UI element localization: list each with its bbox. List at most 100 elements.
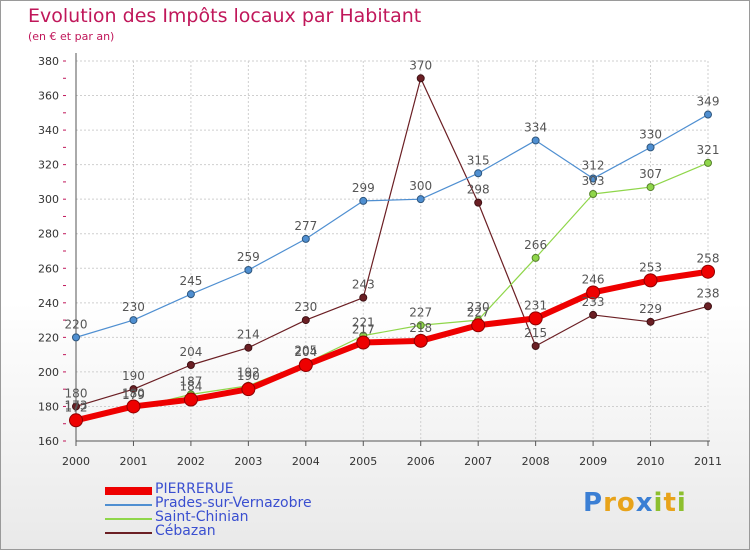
data-point-saint-chinian bbox=[646, 183, 655, 192]
data-point-prades-sur-vernazobre bbox=[531, 136, 540, 145]
data-label-c-bazan: 230 bbox=[294, 300, 317, 314]
y-tick-label: 200 bbox=[38, 366, 59, 379]
y-tick-label: 180 bbox=[38, 400, 59, 413]
data-label-pierrerue: 184 bbox=[179, 380, 202, 394]
data-label-c-bazan: 233 bbox=[582, 295, 605, 309]
data-point-prades-sur-vernazobre bbox=[589, 174, 598, 183]
legend-label-cebazan: Cébazan bbox=[155, 523, 216, 539]
data-point-c-bazan bbox=[72, 402, 80, 411]
x-tick-label: 2005 bbox=[349, 455, 377, 468]
data-label-pierrerue: 253 bbox=[639, 260, 662, 274]
x-tick-label: 2000 bbox=[62, 455, 90, 468]
data-label-pierrerue: 227 bbox=[467, 305, 490, 319]
data-label-prades-sur-vernazobre: 312 bbox=[582, 158, 605, 172]
data-point-pierrerue bbox=[701, 264, 715, 279]
data-point-pierrerue bbox=[183, 392, 198, 407]
x-tick-label: 2011 bbox=[694, 455, 722, 468]
data-point-c-bazan bbox=[301, 316, 310, 325]
series-line-prades-sur-vernazobre bbox=[75, 113, 709, 338]
y-tick-label: 240 bbox=[38, 297, 59, 310]
data-point-prades-sur-vernazobre bbox=[244, 266, 253, 274]
legend-label-prades: Prades-sur-Vernazobre bbox=[155, 495, 312, 511]
data-point-pierrerue bbox=[413, 333, 428, 348]
data-label-prades-sur-vernazobre: 259 bbox=[237, 250, 260, 264]
data-label-c-bazan: 214 bbox=[237, 328, 260, 342]
data-label-pierrerue: 218 bbox=[409, 321, 432, 335]
data-label-saint-chinian: 303 bbox=[582, 174, 605, 188]
data-label-pierrerue: 217 bbox=[352, 323, 375, 337]
data-point-pierrerue bbox=[69, 413, 83, 428]
chart-title: Evolution des Impôts locaux par Habitant bbox=[28, 5, 422, 27]
data-label-saint-chinian: 266 bbox=[524, 238, 547, 252]
y-tick-label: 320 bbox=[38, 159, 59, 172]
data-label-saint-chinian: 192 bbox=[237, 366, 260, 380]
data-label-prades-sur-vernazobre: 330 bbox=[639, 127, 662, 141]
data-label-saint-chinian: 221 bbox=[352, 316, 375, 330]
x-tick-label: 2003 bbox=[234, 455, 262, 468]
y-tick-label: 380 bbox=[38, 55, 59, 68]
data-point-prades-sur-vernazobre bbox=[72, 333, 80, 342]
data-point-pierrerue bbox=[356, 335, 371, 350]
data-point-c-bazan bbox=[531, 342, 540, 350]
data-label-pierrerue: 172 bbox=[65, 400, 88, 414]
data-label-saint-chinian: 227 bbox=[409, 305, 432, 319]
data-point-saint-chinian bbox=[531, 253, 540, 262]
data-label-saint-chinian: 307 bbox=[639, 167, 662, 181]
legend-swatch-cebazan bbox=[105, 532, 152, 534]
data-point-pierrerue bbox=[126, 399, 141, 414]
data-point-prades-sur-vernazobre bbox=[301, 234, 310, 243]
data-label-prades-sur-vernazobre: 300 bbox=[409, 179, 432, 193]
data-label-prades-sur-vernazobre: 315 bbox=[467, 153, 490, 167]
logo-letter: t bbox=[663, 488, 677, 518]
data-point-prades-sur-vernazobre bbox=[474, 169, 483, 178]
x-tick-label: 2006 bbox=[407, 455, 435, 468]
x-tick-label: 2008 bbox=[522, 455, 550, 468]
data-label-prades-sur-vernazobre: 349 bbox=[697, 95, 720, 109]
legend-label-saint-chinian: Saint-Chinian bbox=[155, 509, 249, 525]
data-point-pierrerue bbox=[471, 318, 486, 333]
data-label-pierrerue: 258 bbox=[697, 252, 720, 266]
data-label-saint-chinian: 187 bbox=[179, 374, 202, 388]
legend-swatch-saint-chinian bbox=[105, 518, 152, 520]
data-point-prades-sur-vernazobre bbox=[186, 290, 195, 299]
logo-letter: i bbox=[653, 488, 664, 518]
data-point-c-bazan bbox=[129, 385, 138, 394]
data-point-c-bazan bbox=[186, 361, 195, 369]
data-label-c-bazan: 190 bbox=[122, 369, 145, 383]
data-label-prades-sur-vernazobre: 230 bbox=[122, 300, 145, 314]
data-label-saint-chinian: 179 bbox=[122, 388, 145, 402]
data-point-c-bazan bbox=[704, 302, 712, 311]
data-label-prades-sur-vernazobre: 299 bbox=[352, 181, 375, 195]
data-point-c-bazan bbox=[646, 317, 655, 326]
data-label-c-bazan: 215 bbox=[524, 326, 547, 340]
data-point-pierrerue bbox=[241, 382, 256, 397]
data-point-saint-chinian bbox=[704, 158, 712, 167]
y-tick-label: 220 bbox=[38, 331, 59, 344]
proxiti-logo: Proxiti bbox=[583, 488, 687, 518]
data-point-saint-chinian bbox=[416, 321, 425, 330]
data-label-prades-sur-vernazobre: 277 bbox=[294, 219, 317, 233]
data-label-pierrerue: 231 bbox=[524, 298, 547, 312]
data-label-c-bazan: 298 bbox=[467, 183, 490, 197]
logo-letter: r bbox=[603, 488, 617, 518]
data-label-prades-sur-vernazobre: 220 bbox=[65, 317, 88, 331]
y-tick-label: 360 bbox=[38, 90, 59, 103]
series-line-pierrerue bbox=[73, 268, 711, 424]
chart-subtitle: (en € et par an) bbox=[28, 30, 115, 43]
data-label-saint-chinian: 230 bbox=[467, 300, 490, 314]
x-tick-label: 2001 bbox=[119, 455, 147, 468]
data-point-saint-chinian bbox=[589, 190, 598, 198]
series-line-saint-chinian bbox=[75, 162, 709, 420]
data-point-c-bazan bbox=[359, 293, 368, 302]
data-point-c-bazan bbox=[416, 74, 425, 83]
x-tick-label: 2002 bbox=[177, 455, 205, 468]
data-label-pierrerue: 180 bbox=[122, 386, 145, 400]
y-tick-label: 160 bbox=[38, 435, 59, 448]
y-tick-label: 280 bbox=[38, 228, 59, 241]
logo-letter: x bbox=[635, 488, 654, 518]
data-label-prades-sur-vernazobre: 334 bbox=[524, 120, 547, 134]
x-tick-label: 2010 bbox=[637, 455, 665, 468]
x-tick-label: 2007 bbox=[464, 455, 492, 468]
data-label-saint-chinian: 321 bbox=[697, 143, 720, 157]
